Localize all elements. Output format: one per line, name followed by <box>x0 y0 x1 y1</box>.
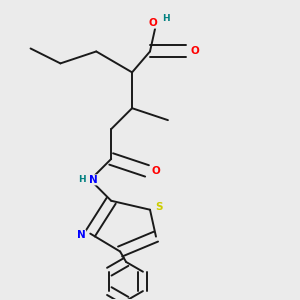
Text: S: S <box>155 202 163 212</box>
Text: H: H <box>163 14 170 23</box>
Text: N: N <box>89 175 98 185</box>
Text: O: O <box>190 46 199 56</box>
Text: H: H <box>78 176 86 184</box>
Text: O: O <box>148 18 158 28</box>
Text: O: O <box>152 166 160 176</box>
Text: N: N <box>77 230 86 240</box>
